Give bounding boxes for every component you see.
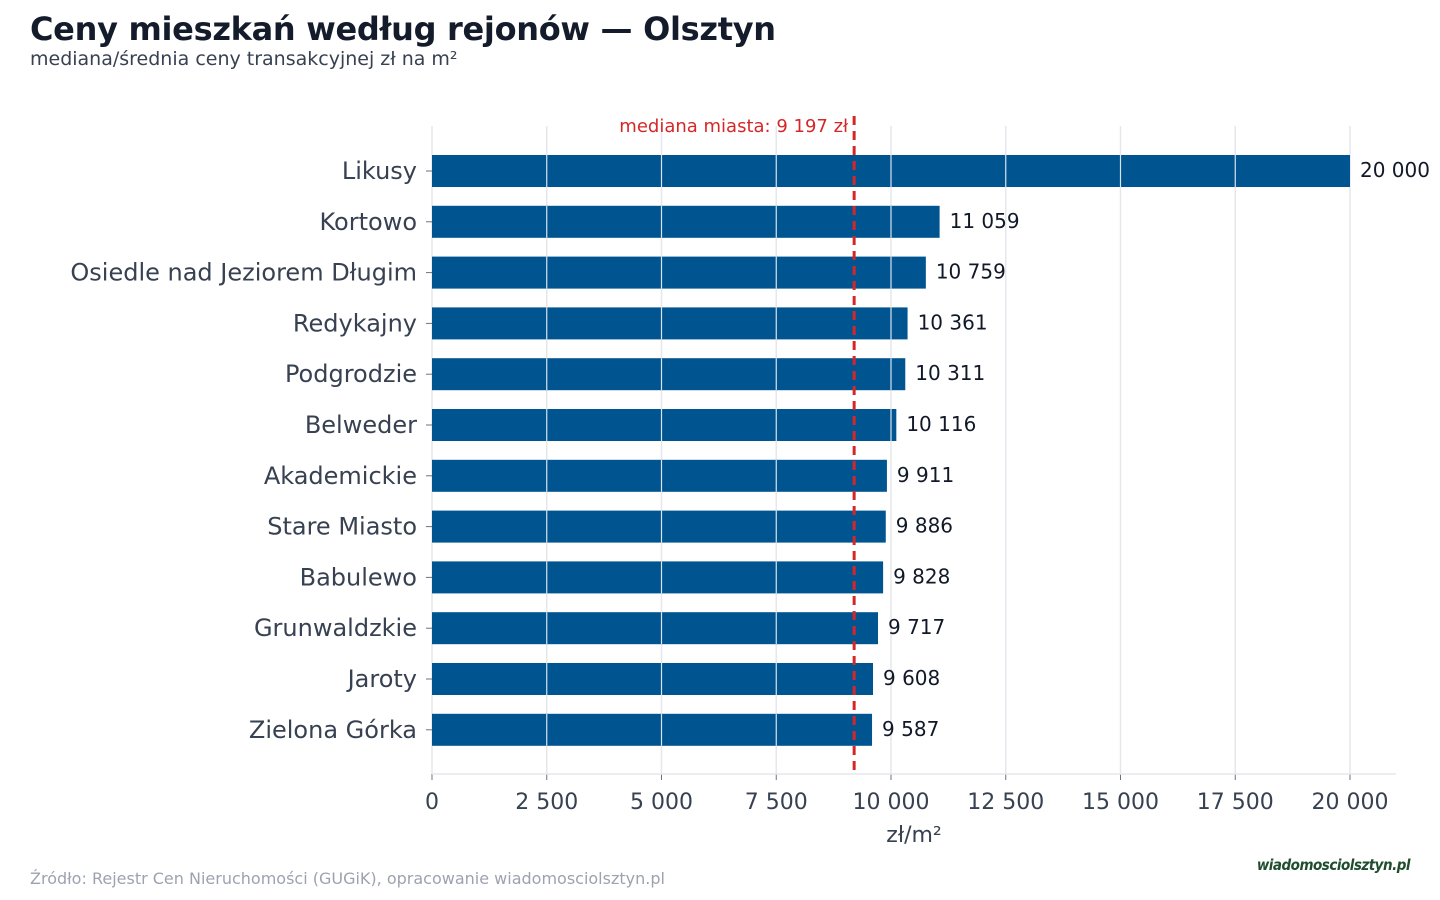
category-label: Grunwaldzkie [254, 614, 417, 642]
x-tick-label: 2 500 [515, 790, 578, 815]
bar[interactable] [432, 307, 908, 340]
value-label: 20 000 [1360, 158, 1430, 182]
chart-title: Ceny mieszkań według rejonów — Olsztyn [30, 10, 776, 48]
value-label: 10 759 [936, 260, 1006, 284]
value-label: 10 361 [918, 310, 988, 334]
value-label: 9 587 [882, 717, 939, 741]
category-label: Jaroty [346, 665, 417, 693]
bar[interactable] [432, 459, 887, 492]
category-label: Akademickie [264, 462, 417, 490]
x-tick-label: 20 000 [1312, 790, 1389, 815]
x-tick-label: 12 500 [967, 790, 1044, 815]
bar[interactable] [432, 510, 886, 543]
value-label: 9 717 [888, 615, 945, 639]
x-tick-label: 15 000 [1082, 790, 1159, 815]
category-label: Babulewo [300, 563, 417, 591]
category-label: Stare Miasto [267, 513, 417, 541]
category-label: Podgrodzie [285, 360, 417, 388]
category-label: Kortowo [320, 208, 418, 236]
category-label: Osiedle nad Jeziorem Długim [70, 259, 417, 287]
category-label: Belweder [305, 411, 417, 439]
bar[interactable] [432, 663, 874, 695]
bar[interactable] [432, 358, 906, 391]
axes: 0 2 500 5 000 7 500 10 000 12 500 15 000 17 500… [70, 157, 1396, 848]
bar[interactable] [432, 256, 926, 289]
bar[interactable] [432, 561, 884, 594]
x-axis-title: zł/m² [886, 823, 941, 848]
bar[interactable] [432, 205, 940, 238]
x-tick-label: 17 500 [1197, 790, 1274, 815]
median-label: mediana miasta: 9 197 zł [619, 116, 849, 137]
value-label: 10 311 [915, 361, 985, 385]
category-label: Zielona Górka [249, 716, 417, 744]
bar-chart: 20 000 11 059 10 759 10 361 10 311 10 116 9 91… [70, 116, 1430, 848]
x-tick-label: 5 000 [630, 790, 693, 815]
value-label: 9 608 [883, 666, 940, 690]
x-tick-label: 7 500 [745, 790, 808, 815]
source-note: Źródło: Rejestr Cen Nieruchomości (GUGiK… [30, 869, 665, 888]
reference-line: mediana miasta: 9 197 zł [619, 116, 856, 774]
brand-logo[interactable]: wiadomosciolsztyn.pl [1256, 856, 1411, 874]
value-label: 9 828 [893, 564, 950, 588]
chart-subtitle: mediana/średnia ceny transakcyjnej zł na… [30, 48, 458, 70]
x-tick-label: 10 000 [853, 790, 930, 815]
value-label: 11 059 [950, 209, 1020, 233]
category-label: Redykajny [293, 309, 417, 337]
value-label: 9 886 [896, 514, 953, 538]
value-label: 9 911 [897, 463, 954, 487]
x-tick-label: 0 [425, 790, 439, 815]
bar[interactable] [432, 409, 897, 441]
bar[interactable] [432, 612, 879, 645]
bars: 20 000 11 059 10 759 10 361 10 311 10 116 9 91… [432, 155, 1430, 746]
category-label: Likusy [342, 157, 417, 185]
value-label: 10 116 [906, 412, 976, 436]
bar[interactable] [432, 713, 873, 746]
